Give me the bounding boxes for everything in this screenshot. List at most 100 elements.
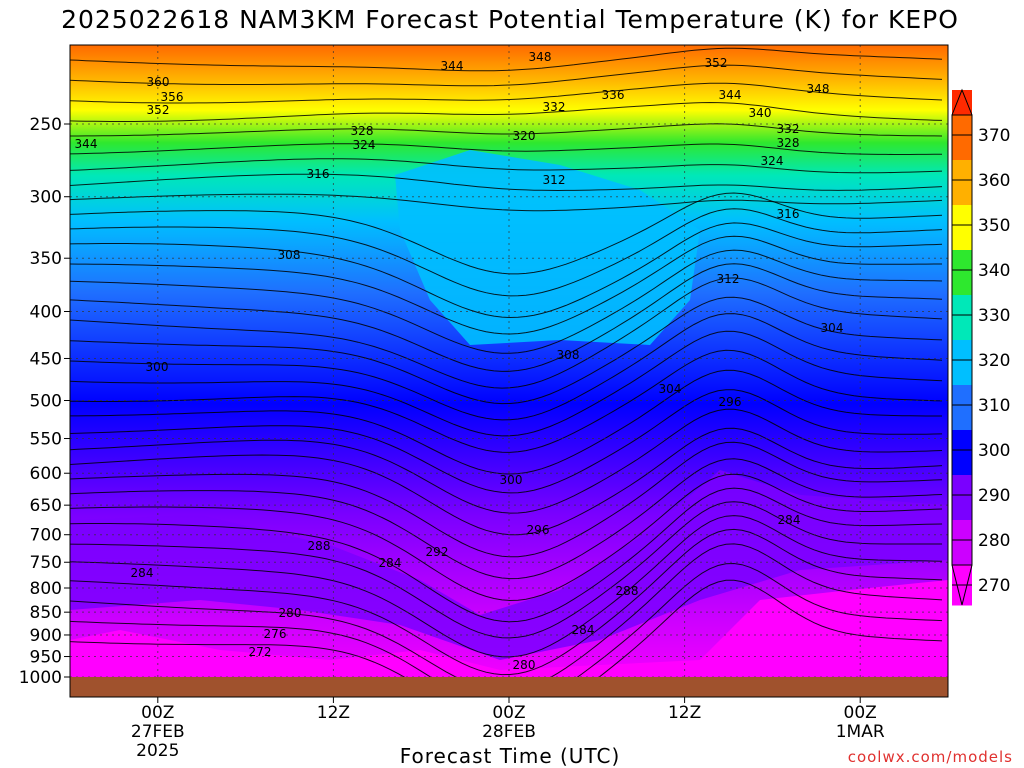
contour-label: 328 [777,136,800,150]
contour-label: 332 [543,100,566,114]
y-tick-label: 800 [30,579,62,599]
colorbar-tick-label: 370 [978,126,1010,146]
contour-label: 340 [749,106,772,120]
y-tick-label: 700 [30,526,62,546]
y-tick-label: 1000 [19,668,62,688]
colorbar-tick-label: 310 [978,396,1010,416]
colorbar-tick-label: 330 [978,306,1010,326]
isentrope-contour [70,173,943,192]
cold-upper-lobe [395,150,700,345]
x-axis-label: Forecast Time (UTC) [400,744,621,768]
y-tick-label: 250 [30,115,62,135]
contour-label: 296 [719,395,742,409]
y-tick-label: 400 [30,302,62,322]
isentrope-contour [70,296,943,405]
contour-label: 288 [308,539,331,553]
colorbar-top-arrow [951,88,973,116]
isentrope-contour [70,64,943,87]
isentrope-contour [70,193,943,212]
x-tick-label: 1MAR [836,722,885,742]
contour-lines [70,47,943,697]
isentrope-contour [70,427,943,536]
y-tick-label: 500 [30,392,62,412]
isentrope-contour [70,515,943,658]
contour-label: 292 [426,545,449,559]
contour-label: 284 [778,513,801,527]
credit-link[interactable]: coolwx.com/models [848,748,1013,766]
colorbar-tick-label: 360 [978,171,1010,191]
y-tick-label: 550 [30,430,62,450]
colorbar-swatch [952,250,972,295]
x-tick-label: 12Z [317,703,350,723]
contour-label: 316 [777,207,800,221]
isentrope-contour [70,192,943,275]
isentrope-contour [70,208,943,297]
isentrope-contour [70,277,943,389]
x-tick-label: 28FEB [482,722,536,742]
colorbar-tick-label: 280 [978,531,1010,551]
isentrope-contour [70,441,943,558]
isentrope-contour [70,473,943,602]
x-tick-label: 00Z [844,703,877,723]
chart-title: 2025022618 NAM3KM Forecast Potential Tem… [61,5,959,34]
contour-label: 312 [717,272,740,286]
grid-lines [70,45,948,678]
x-tick-label: 00Z [141,703,174,723]
contour-label: 284 [131,566,154,580]
colorbar-swatch [952,205,972,250]
contour-label: 352 [705,56,728,70]
isentrope-contour [70,158,943,174]
y-tick-label: 950 [30,648,62,668]
y-tick-label: 900 [30,626,62,646]
colorbar-swatch [952,385,972,430]
contour-label: 332 [777,122,800,136]
isentrope-contour [70,123,943,137]
colorbar-swatch [952,430,972,475]
contour-label: 356 [161,90,184,104]
terrain-surface [70,677,948,697]
x-tick-label: 00Z [492,703,525,723]
contour-label: 276 [264,627,287,641]
isentrope-contour [70,82,943,104]
isentrope-contour [70,222,943,319]
isentrope-contour [70,330,943,437]
contour-label: 360 [147,75,170,89]
y-tick-label: 750 [30,553,62,573]
isentrope-contour [70,487,943,623]
x-tick-label: 27FEB [131,722,185,742]
contour-label: 312 [543,173,566,187]
contour-label: 328 [351,124,374,138]
contour-label: 304 [659,382,682,396]
x-tick-label: 12Z [668,703,701,723]
contour-label: 344 [75,137,98,151]
colorbar-swatch [952,340,972,385]
contour-label: 348 [807,82,830,96]
plot-area [70,45,948,697]
isentrope-contour [70,458,943,580]
contour-label: 348 [529,50,552,64]
contour-label: 296 [527,523,550,537]
contour-label: 336 [602,88,625,102]
colorbar-tick-label: 340 [978,261,1010,281]
isentrope-contour [70,263,943,372]
colorbar-frame [951,114,973,566]
colorbar-swatch [952,160,972,205]
contour-label: 272 [249,645,272,659]
isentrope-contour [70,313,943,421]
contour-label: 324 [353,138,376,152]
colorbar-swatch [952,115,972,160]
contour-label: 284 [379,556,402,570]
contour-label: 344 [441,59,464,73]
y-tick-label: 650 [30,496,62,516]
colorbar-tick-label: 300 [978,441,1010,461]
isentrope-contour [70,562,943,697]
isentrope-contour [70,579,943,697]
contour-label: 284 [572,623,595,637]
colorbar-swatch [952,475,972,520]
contour-label: 280 [279,606,302,620]
y-tick-label: 450 [30,349,62,369]
contour-label: 324 [761,154,784,168]
isentrope-contour [70,349,943,453]
